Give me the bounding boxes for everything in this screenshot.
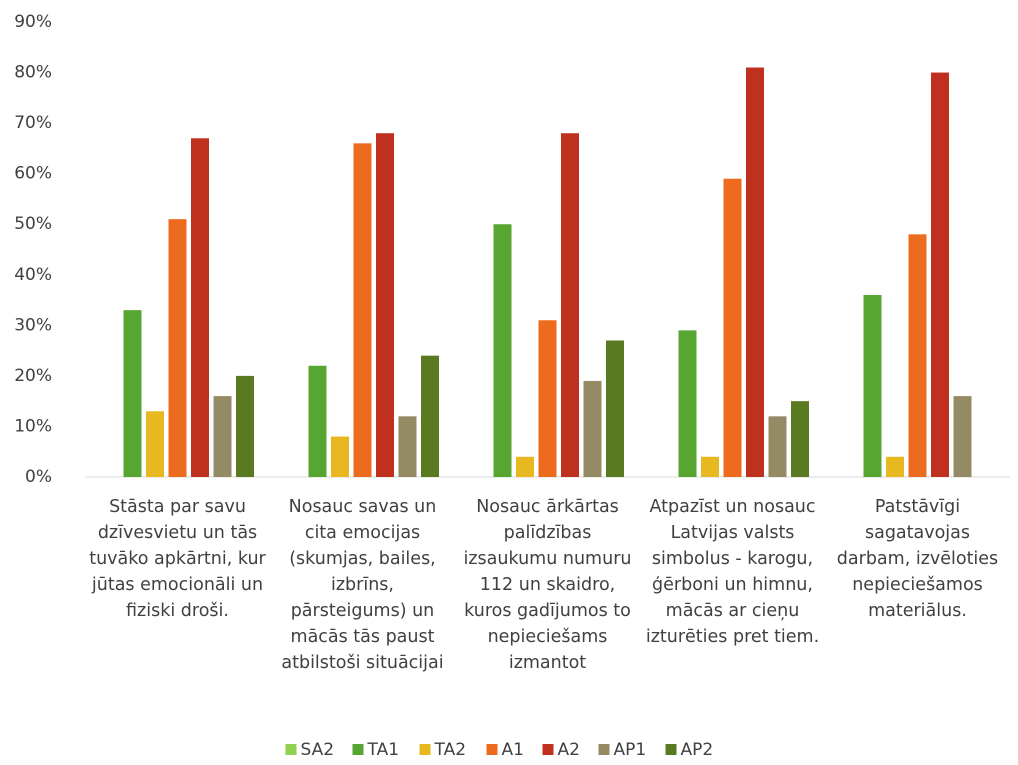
bar [516,456,534,477]
bar [123,310,142,477]
legend-label: SA2 [301,740,335,760]
y-tick-label: 80% [14,63,52,83]
bar [213,396,232,477]
bar [308,365,327,477]
bar [768,416,787,477]
bar [331,436,349,477]
y-tick-label: 10% [14,416,52,436]
bar [886,456,904,477]
bar [953,396,972,477]
legend-label: A1 [502,740,524,760]
legend-label: A2 [558,740,580,760]
bar [746,67,764,477]
y-tick-label: 90% [14,12,52,32]
bar [236,375,254,477]
bar [561,133,579,477]
bar [678,330,697,477]
legend-swatch [598,744,610,755]
bar [931,72,949,478]
legend-label: TA1 [367,740,400,760]
bar [146,411,164,477]
legend-swatch [665,744,677,755]
legend-swatch [419,744,431,755]
bar [421,355,439,477]
y-tick-label: 30% [14,315,52,335]
bar [493,224,512,477]
bar [376,133,394,477]
legend-swatch [352,744,364,755]
bar [908,234,927,477]
y-tick-label: 70% [14,113,52,133]
bar [191,138,209,477]
x-tick-label: Stāsta par savu dzīvesvietu un tās tuvāk… [89,497,266,621]
legend-swatch [486,744,498,755]
y-tick-label: 50% [14,214,52,234]
legend-swatch [542,744,554,755]
y-tick-label: 60% [14,164,52,184]
legend-swatch [285,744,297,755]
y-tick-label: 40% [14,265,52,285]
legend-label: AP1 [614,740,647,760]
y-tick-label: 20% [14,366,52,386]
legend-label: AP2 [681,740,714,760]
bar [583,380,602,477]
bar [723,178,742,477]
bar [538,320,557,477]
x-tick-label: Nosauc ārkārtas palīdzības izsaukumu num… [463,497,632,673]
bar [701,456,719,477]
bar [606,340,624,477]
y-tick-label: 0% [25,467,52,487]
x-tick-label: Patstāvīgi sagatavojas darbam, izvēlotie… [836,497,999,621]
bar [353,143,372,478]
bar [791,401,809,477]
bar [168,219,187,477]
legend-label: TA2 [434,740,467,760]
bar [398,416,417,477]
bar [863,295,882,477]
x-tick-label: Atpazīst un nosauc Latvijas valsts simbo… [645,497,820,647]
x-tick-label: Nosauc savas un cita emocijas (skumjas, … [281,497,444,673]
